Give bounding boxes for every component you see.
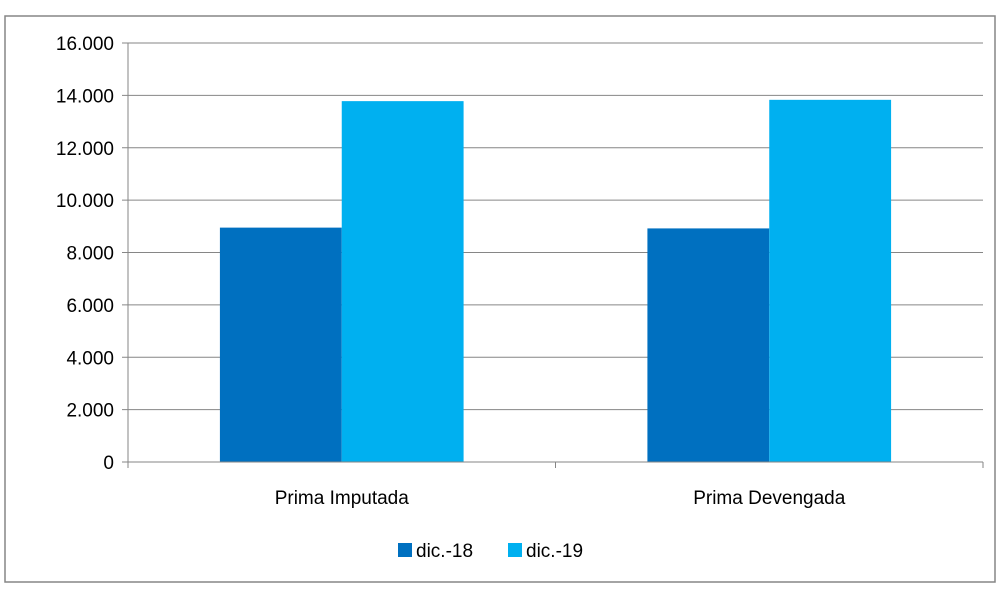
y-tick-label: 8.000 — [66, 244, 114, 265]
y-tick-label: 16.000 — [56, 34, 114, 55]
y-tick-labels: 0 2.000 4.000 6.000 8.000 10.000 12.000 14.000 1… — [56, 34, 114, 474]
legend-swatch — [398, 543, 412, 557]
y-tick-label: 12.000 — [56, 139, 114, 160]
bar-dic.-18-prima-imputada — [219, 227, 342, 462]
y-tick-label: 14.000 — [56, 86, 114, 107]
x-tick-label: Prima Imputada — [275, 488, 410, 509]
x-tick-labels: Prima Imputada Prima Devengada — [275, 488, 846, 509]
y-tick-label: 10.000 — [56, 191, 114, 212]
x-tick-label: Prima Devengada — [693, 488, 846, 509]
legend: dic.-18 dic.-19 — [398, 541, 583, 562]
y-tick-label: 6.000 — [66, 296, 114, 317]
y-tick-label: 2.000 — [66, 401, 114, 422]
bar-dic.-19-prima-devengada — [769, 99, 892, 462]
axes — [122, 42, 984, 468]
bar-dic.-18-prima-devengada — [647, 228, 770, 462]
y-tick-label: 0 — [103, 453, 114, 474]
y-tick-label: 4.000 — [66, 348, 114, 369]
legend-label: dic.-18 — [416, 541, 473, 562]
bars — [219, 99, 892, 462]
bar-dic.-19-prima-imputada — [341, 101, 464, 462]
legend-swatch — [508, 543, 522, 557]
legend-label: dic.-19 — [526, 541, 583, 562]
